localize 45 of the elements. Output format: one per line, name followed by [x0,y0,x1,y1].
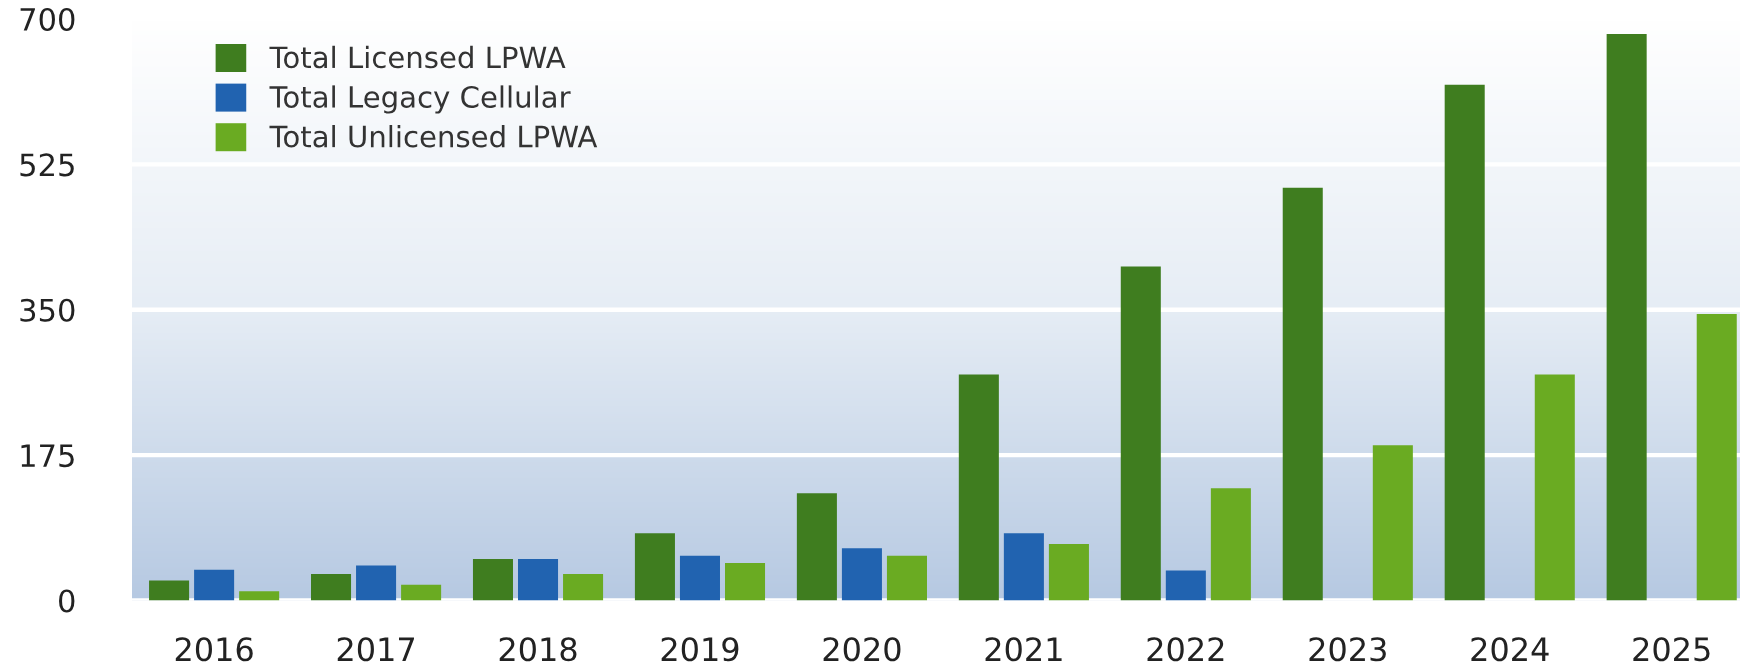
bar [1165,570,1206,601]
bar [725,563,766,601]
bar [886,555,927,601]
bar [1003,533,1044,601]
bar [563,573,604,601]
legend-label: Total Unlicensed LPWA [269,124,598,148]
bar [1606,33,1647,601]
x-tick-label: 2023 [1309,637,1386,662]
bar [958,374,999,601]
legend-label: Total Licensed LPWA [269,45,566,69]
x-tick-label: 2016 [175,637,253,662]
x-tick-label: 2018 [499,637,577,662]
x-tick-label: 2019 [661,637,739,662]
bar [518,558,559,601]
bar [1696,313,1737,601]
bar [239,591,280,601]
bar [356,565,397,601]
bar [796,493,837,601]
x-tick-label: 2021 [985,637,1062,662]
bar [149,580,190,601]
bar [1282,187,1323,601]
x-tick-label: 2017 [337,637,414,662]
x-tick-label: 2022 [1147,637,1224,662]
x-tick-label: 2024 [1471,637,1549,662]
bar [1372,445,1413,601]
bar [1534,374,1575,601]
bar [634,533,675,601]
bar [679,555,720,601]
bar [1444,84,1485,601]
y-tick-label: 0 [59,589,75,613]
y-tick-label: 350 [20,298,75,322]
x-tick-label: 2020 [823,637,901,662]
bar [401,584,442,601]
x-tick-label: 2025 [1633,637,1710,662]
y-tick-label: 175 [21,444,74,468]
y-tick-label: 700 [20,7,75,32]
legend-label: Total Legacy Cellular [269,85,571,114]
bar [194,569,235,601]
y-tick-label: 525 [20,153,74,177]
bar [1120,266,1161,601]
bar [841,548,882,601]
bar [311,573,352,601]
bar [1210,488,1251,601]
bar [472,558,513,601]
bar [1048,544,1089,601]
